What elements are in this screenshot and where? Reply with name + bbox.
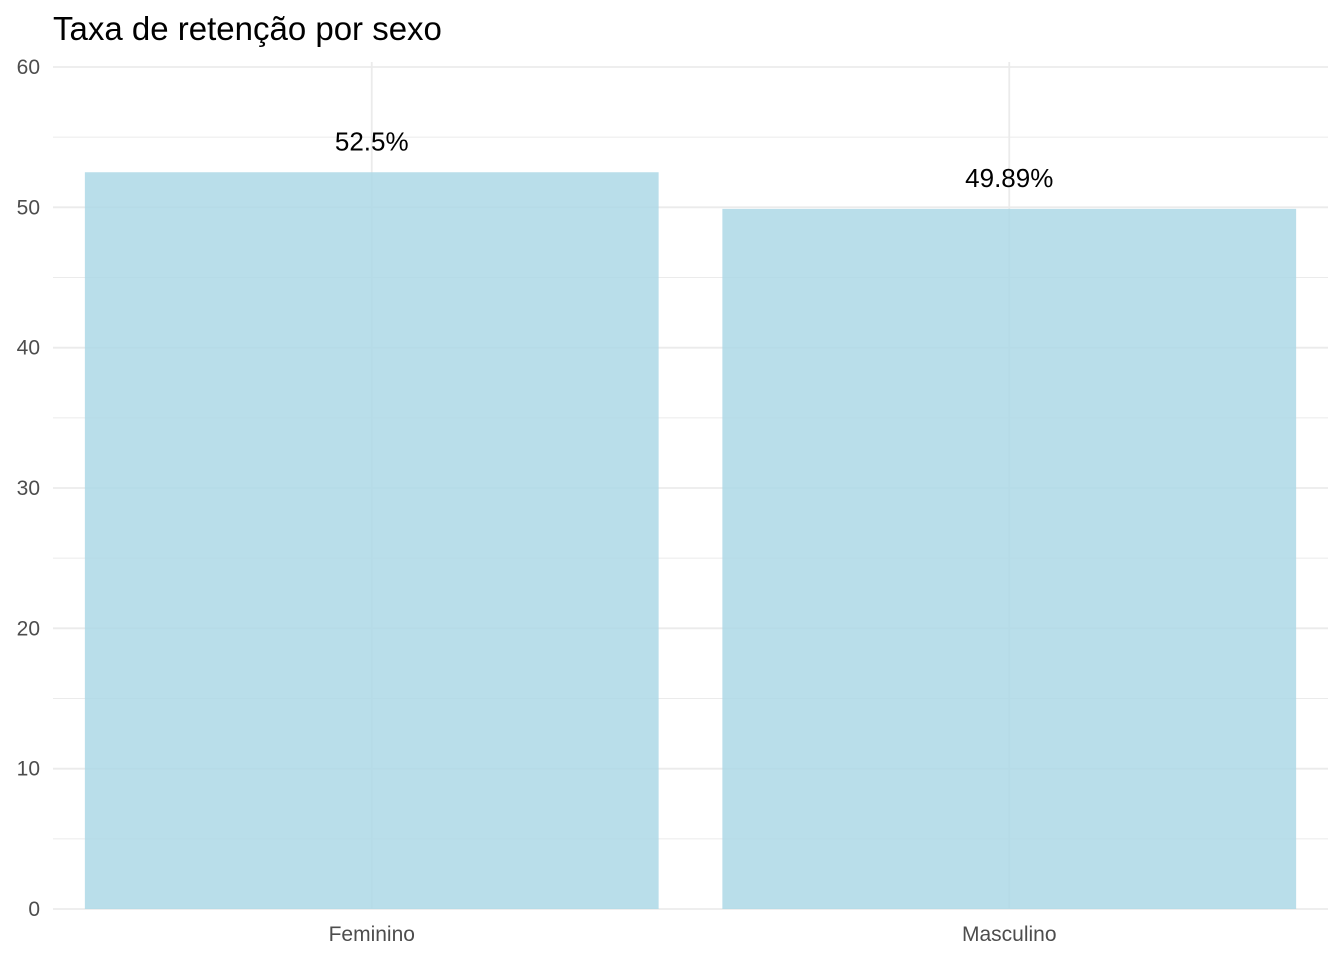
y-axis-tick-labels: 0 10 20 30 40 50 60 <box>17 56 40 921</box>
bar-value-labels: 52.5% 49.89% <box>335 126 1053 193</box>
x-axis-tick-labels: Feminino Masculino <box>329 923 1057 946</box>
y-tick-label: 0 <box>28 898 40 921</box>
y-tick-label: 10 <box>17 758 40 781</box>
bars <box>84 172 1297 909</box>
y-tick-label: 60 <box>17 56 40 79</box>
y-tick-label: 30 <box>17 477 40 500</box>
y-tick-label: 40 <box>17 337 40 360</box>
y-tick-label: 50 <box>17 196 40 219</box>
bar-value-label: 52.5% <box>335 126 409 156</box>
y-tick-label: 20 <box>17 617 40 640</box>
bar-value-label: 49.89% <box>965 163 1053 193</box>
bar-feminino <box>84 172 659 909</box>
x-tick-label: Masculino <box>962 923 1057 946</box>
chart-title: Taxa de retenção por sexo <box>53 10 442 47</box>
x-tick-label: Feminino <box>329 923 415 946</box>
bar-masculino <box>722 208 1297 909</box>
